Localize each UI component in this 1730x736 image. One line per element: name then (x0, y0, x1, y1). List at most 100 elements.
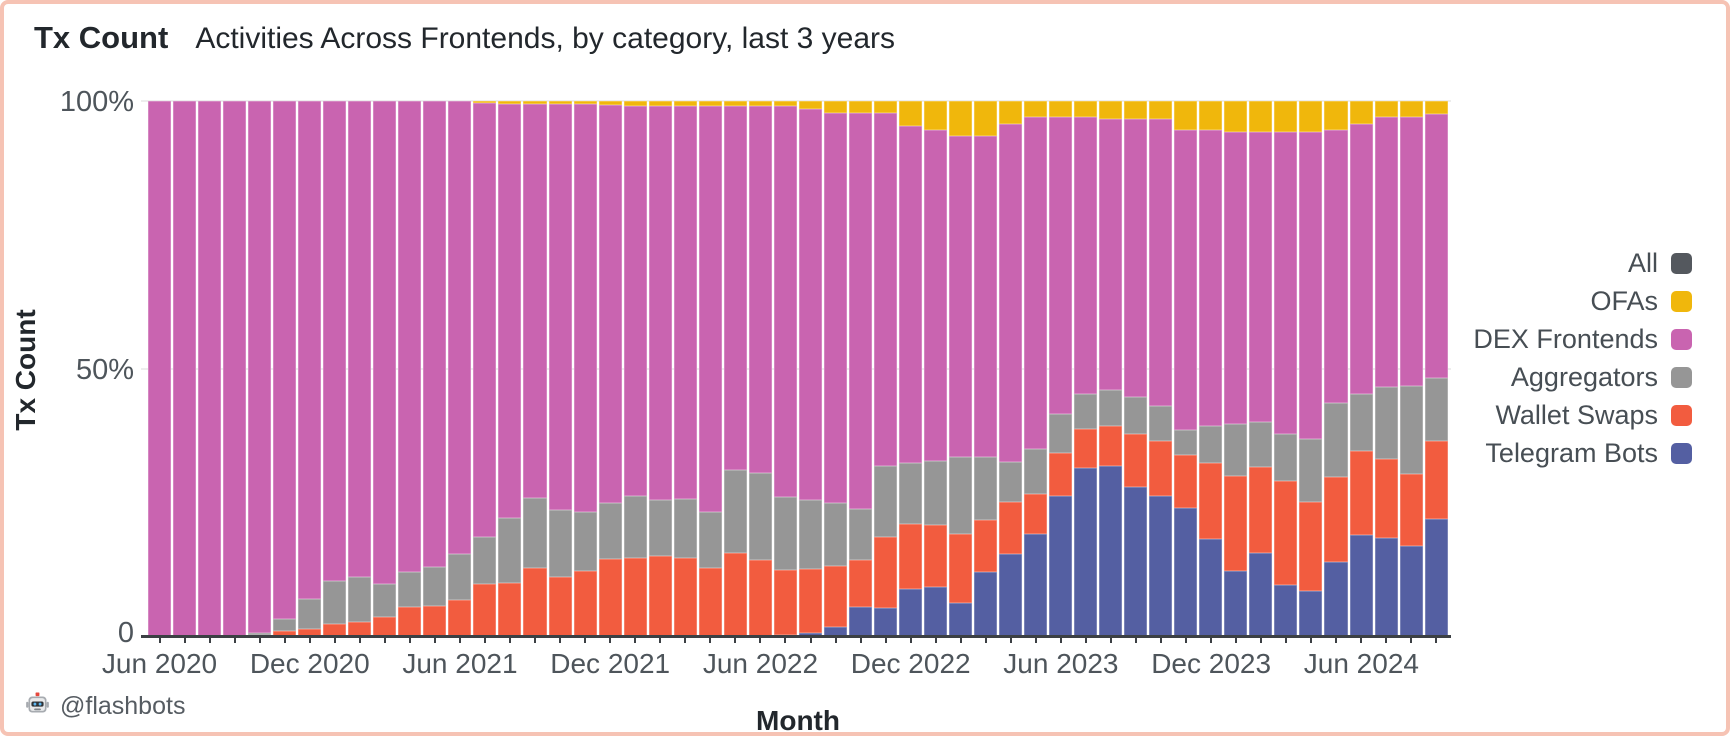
month-tick (233, 638, 236, 643)
segment-dex-frontends (1124, 119, 1148, 397)
month-tick (634, 638, 637, 643)
bar-sep-2022 (823, 101, 847, 636)
chart-subtitle: Activities Across Frontends, by category… (195, 22, 896, 55)
segment-aggregators (1324, 403, 1348, 478)
segment-dex-frontends (398, 101, 422, 573)
segment-dex-frontends (949, 135, 973, 457)
bar-oct-2020 (248, 101, 272, 636)
x-tick-jun-2023: Jun 2023 (1003, 648, 1119, 679)
month-tick (1310, 638, 1313, 643)
month-tick (408, 638, 411, 643)
bar-aug-2020 (198, 101, 222, 636)
segment-telegram-bots (1149, 496, 1173, 636)
x-axis-line (141, 635, 1451, 638)
segment-aggregators (1049, 414, 1073, 453)
legend-item-all[interactable]: All (1473, 244, 1692, 282)
month-tick (1034, 638, 1037, 643)
segment-dex-frontends (1024, 117, 1048, 449)
segment-wallet-swaps (498, 582, 522, 636)
segment-telegram-bots (898, 588, 922, 636)
legend-item-aggregators[interactable]: Aggregators (1473, 358, 1692, 396)
segment-wallet-swaps (848, 560, 872, 607)
y-tick-100: 100% (59, 86, 134, 118)
bar-apr-2024 (1299, 101, 1323, 636)
segment-telegram-bots (1299, 590, 1323, 636)
month-tick (1160, 638, 1163, 643)
month-tick (709, 638, 712, 643)
segment-wallet-swaps (748, 560, 772, 636)
segment-wallet-swaps (523, 567, 547, 636)
segment-dex-frontends (273, 101, 297, 620)
segment-aggregators (273, 619, 297, 631)
segment-dex-frontends (1349, 123, 1373, 395)
segment-wallet-swaps (1299, 502, 1323, 591)
month-tick (934, 638, 937, 643)
segment-dex-frontends (698, 106, 722, 512)
segment-ofas (1374, 101, 1398, 118)
month-tick (534, 638, 537, 643)
bar-may-2023 (1024, 101, 1048, 636)
legend-item-telegram-bots[interactable]: Telegram Bots (1473, 434, 1692, 472)
segment-ofas (1274, 101, 1298, 132)
segment-ofas (498, 101, 522, 104)
month-tick (1109, 638, 1112, 643)
segment-ofas (999, 101, 1023, 124)
segment-aggregators (1149, 405, 1173, 441)
bar-jun-2024 (1349, 101, 1373, 636)
bar-may-2021 (423, 101, 447, 636)
month-tick (1009, 638, 1012, 643)
legend-item-dex-frontends[interactable]: DEX Frontends (1473, 320, 1692, 358)
segment-ofas (1224, 101, 1248, 132)
legend-item-wallet-swaps[interactable]: Wallet Swaps (1473, 396, 1692, 434)
segment-telegram-bots (1249, 553, 1273, 636)
x-tick-jun-2022: Jun 2022 (702, 648, 819, 679)
segment-aggregators (723, 470, 747, 553)
segment-aggregators (999, 462, 1023, 503)
segment-dex-frontends (1199, 130, 1223, 427)
segment-wallet-swaps (823, 566, 847, 627)
month-tick (208, 638, 211, 643)
segment-telegram-bots (1024, 533, 1048, 636)
segment-dex-frontends (423, 101, 447, 567)
bar-jan-2023 (923, 101, 947, 636)
segment-ofas (1049, 101, 1073, 118)
month-tick (659, 638, 662, 643)
segment-telegram-bots (1399, 545, 1423, 636)
bar-nov-2023 (1174, 101, 1198, 636)
segment-ofas (523, 101, 547, 105)
segment-wallet-swaps (1224, 475, 1248, 572)
segment-telegram-bots (848, 606, 872, 636)
segment-dex-frontends (1099, 119, 1123, 390)
bar-dec-2020 (298, 101, 322, 636)
legend-label-all: All (1627, 247, 1658, 278)
month-tick (909, 638, 912, 643)
segment-telegram-bots (823, 626, 847, 636)
segment-aggregators (1024, 448, 1048, 495)
month-tick (509, 638, 512, 643)
segment-wallet-swaps (673, 558, 697, 636)
segment-aggregators (498, 518, 522, 583)
segment-wallet-swaps (723, 552, 747, 636)
segment-dex-frontends (823, 112, 847, 503)
x-tick-jun-2024: Jun 2024 (1303, 648, 1419, 679)
month-tick (1360, 638, 1363, 643)
x-axis-tick-labels: Jun 2020 Dec 2020 Jun 2021 Dec 2021 Jun 2022… (102, 648, 1449, 680)
segment-ofas (1424, 101, 1448, 115)
month-tick (433, 638, 436, 643)
segment-wallet-swaps (773, 569, 797, 635)
segment-dex-frontends (848, 113, 872, 510)
bar-jan-2022 (623, 101, 647, 636)
segment-ofas (723, 101, 747, 107)
month-tick (834, 638, 837, 643)
month-tick (333, 638, 336, 643)
segment-aggregators (448, 553, 472, 601)
segment-wallet-swaps (473, 583, 497, 636)
month-tick (734, 638, 737, 643)
segment-wallet-swaps (1249, 466, 1273, 554)
segment-dex-frontends (198, 101, 222, 636)
segment-aggregators (348, 577, 372, 622)
chart-header: Tx Count Activities Across Frontends, by … (34, 20, 895, 56)
legend-item-ofas[interactable]: OFAs (1473, 282, 1692, 320)
bar-aug-2022 (798, 101, 822, 636)
